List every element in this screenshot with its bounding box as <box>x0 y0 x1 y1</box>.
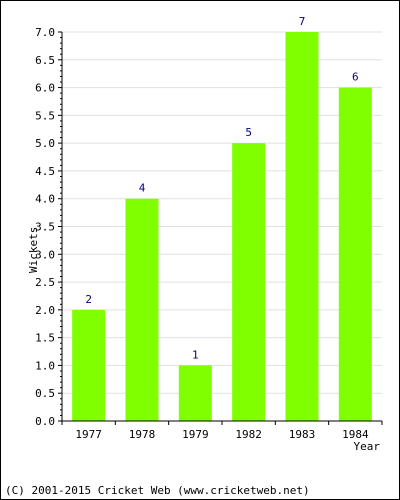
data-label-1983: 7 <box>299 15 306 28</box>
x-axis-title: Year <box>354 440 381 453</box>
y-tick-label: 1.0 <box>35 359 55 372</box>
y-tick-label: 5.5 <box>35 109 55 122</box>
bar-1982 <box>232 143 266 421</box>
x-tick-label-1984: 1984 <box>342 428 369 441</box>
y-tick-label: 1.5 <box>35 332 55 345</box>
y-tick-label: 4.0 <box>35 193 55 206</box>
y-tick-label: 5.0 <box>35 137 55 150</box>
bar-1983 <box>285 32 319 421</box>
y-tick-label: 2.5 <box>35 276 55 289</box>
y-tick-label: 7.0 <box>35 26 55 39</box>
x-tick-label-1978: 1978 <box>129 428 156 441</box>
data-label-1977: 2 <box>85 293 92 306</box>
bar-1984 <box>338 87 372 422</box>
data-label-1978: 4 <box>139 182 146 195</box>
bar-1979 <box>178 365 212 421</box>
y-tick-label: 6.5 <box>35 54 55 67</box>
y-axis-title: Wickets <box>27 227 40 273</box>
bar-1977 <box>72 309 106 421</box>
y-tick-label: 2.0 <box>35 304 55 317</box>
x-tick-label-1977: 1977 <box>75 428 102 441</box>
y-tick-label: 0.0 <box>35 415 55 428</box>
data-label-1979: 1 <box>192 348 199 361</box>
bar-1978 <box>125 198 159 421</box>
y-tick-label: 4.5 <box>35 165 55 178</box>
data-label-1982: 5 <box>245 126 252 139</box>
data-label-1984: 6 <box>352 71 359 84</box>
y-tick-label: 6.0 <box>35 82 55 95</box>
y-tick-label: 0.5 <box>35 387 55 400</box>
x-tick-label-1979: 1979 <box>182 428 209 441</box>
x-tick-label-1982: 1982 <box>235 428 262 441</box>
y-tick-label: 3.5 <box>35 221 55 234</box>
x-tick-label-1983: 1983 <box>289 428 316 441</box>
copyright-footer: (C) 2001-2015 Cricket Web (www.cricketwe… <box>5 484 310 497</box>
y-tick-label: 3.0 <box>35 248 55 261</box>
